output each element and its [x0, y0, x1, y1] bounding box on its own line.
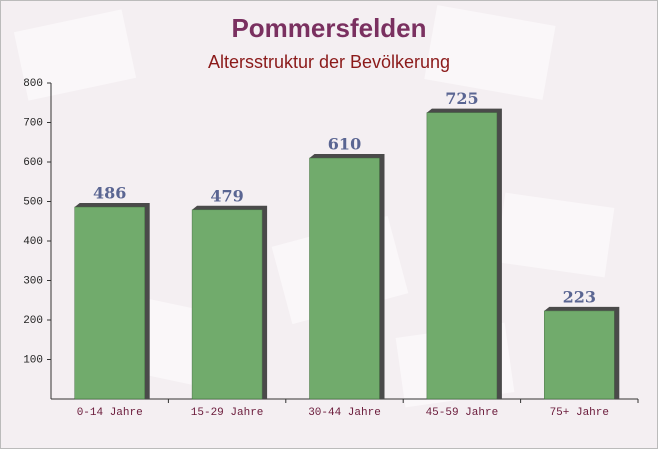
- y-tick-label: 200: [23, 315, 43, 327]
- value-label: 223: [563, 287, 596, 306]
- y-tick-label: 500: [23, 196, 43, 208]
- x-tick-label: 45-59 Jahre: [426, 407, 499, 419]
- x-tick-label: 15-29 Jahre: [191, 407, 264, 419]
- chart-subtitle: Altersstruktur der Bevölkerung: [208, 52, 450, 72]
- bar: [544, 310, 615, 400]
- x-tick-label: 0-14 Jahre: [77, 407, 143, 419]
- y-tick-label: 600: [23, 157, 43, 169]
- bar: [426, 112, 498, 400]
- chart-title: Pommersfelden: [231, 13, 426, 43]
- value-label: 725: [445, 89, 478, 108]
- y-tick-label: 100: [23, 354, 43, 366]
- bar: [309, 157, 380, 400]
- y-tick-label: 300: [23, 275, 43, 287]
- y-tick-label: 400: [23, 236, 43, 248]
- y-tick-label: 700: [23, 117, 43, 129]
- value-label: 486: [93, 184, 126, 203]
- y-tick-label: 800: [23, 78, 43, 90]
- value-label: 610: [328, 135, 361, 154]
- x-tick-label: 75+ Jahre: [550, 407, 609, 419]
- bar: [191, 209, 263, 400]
- bar: [74, 206, 145, 400]
- value-label: 479: [210, 186, 243, 205]
- x-tick-label: 30-44 Jahre: [308, 407, 381, 419]
